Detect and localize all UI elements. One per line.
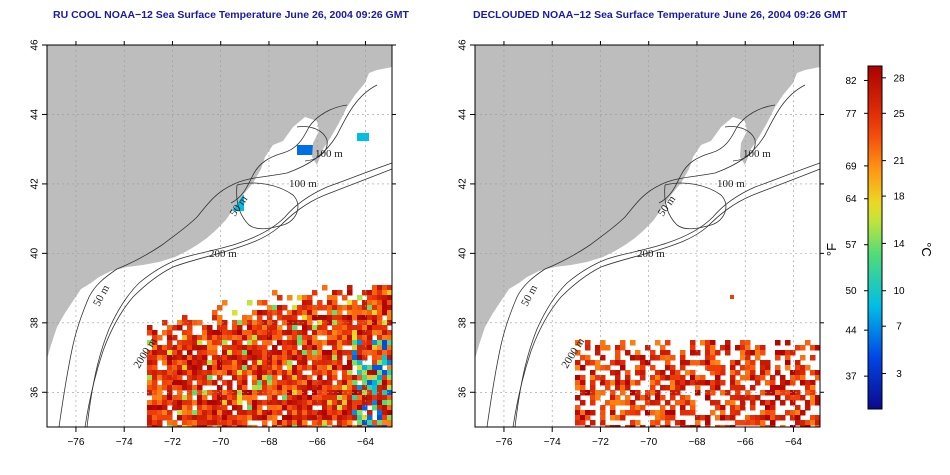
bathymetry-contour (514, 162, 821, 428)
bathymetry-contour (86, 162, 393, 428)
sst-imagery (485, 117, 820, 427)
x-tick-label: −66 (309, 437, 326, 448)
bathymetry-contour (58, 84, 378, 428)
x-tick-label: −64 (785, 437, 802, 448)
colorbar-label-c: 14 (893, 239, 905, 250)
colorbar-label-c: 10 (893, 286, 905, 297)
x-tick-label: −66 (737, 437, 754, 448)
colorbar-unit-celsius: °C (919, 242, 934, 257)
x-tick-label: −70 (640, 437, 657, 448)
x-tick-label: −68 (260, 437, 277, 448)
colorbar: 28 25 21 18 14 10 7 3 82 77 69 64 57 50 44 37 °F °C (824, 65, 934, 410)
sst-patch (707, 365, 721, 371)
x-tick-label: −68 (688, 437, 705, 448)
y-tick-label: 44 (30, 108, 41, 120)
y-tick-label: 36 (458, 386, 469, 398)
colorbar-label-c: 28 (893, 73, 905, 84)
x-tick-label: −72 (164, 437, 181, 448)
sst-imagery (57, 60, 392, 427)
land-mass (47, 45, 392, 359)
y-tick-label: 38 (458, 317, 469, 329)
colorbar-label-f: 77 (845, 109, 857, 120)
colorbar-label-c: 25 (893, 109, 905, 120)
contour-label: 100 m (717, 178, 745, 190)
contour-label: 100 m (289, 178, 317, 190)
bathymetry-contour (84, 168, 393, 428)
sst-patch (730, 295, 734, 299)
colorbar-gradient (867, 65, 883, 410)
x-tick-label: −74 (544, 437, 561, 448)
y-tick-label: 44 (458, 108, 469, 120)
map-frame (46, 44, 393, 428)
y-tick-label: 46 (30, 39, 41, 51)
contour-label: 200 m (637, 248, 665, 260)
y-tick-label: 42 (30, 178, 41, 190)
map-frame (474, 44, 821, 428)
colorbar-label-c: 3 (896, 369, 902, 380)
left-map-title: RU COOL NOAA−12 Sea Surface Temperature … (53, 9, 409, 21)
bathymetry-contour (230, 104, 348, 204)
y-tick-label: 46 (458, 39, 469, 51)
bathymetry-contour (486, 84, 806, 428)
colorbar-label-f: 57 (845, 240, 857, 251)
bathymetry-contour (658, 104, 776, 204)
x-tick-label: −70 (212, 437, 229, 448)
bathymetry-contour (236, 182, 299, 230)
right-map-title: DECLOUDED NOAA−12 Sea Surface Temperatur… (473, 9, 848, 21)
y-tick-label: 42 (458, 178, 469, 190)
sst-patch (357, 133, 369, 141)
bathymetry-contour (512, 168, 821, 428)
x-tick-label: −76 (67, 437, 84, 448)
colorbar-label-f: 37 (845, 372, 857, 383)
x-tick-label: −76 (495, 437, 512, 448)
colorbar-label-f: 50 (845, 286, 857, 297)
contour-label: 100 m (315, 148, 343, 160)
bathymetry-contour (724, 126, 756, 162)
colorbar-label-f: 44 (845, 326, 857, 337)
colorbar-label-c: 18 (893, 192, 905, 203)
contour-label: 200 m (209, 248, 237, 260)
bathymetry-contour (296, 126, 328, 162)
x-tick-label: −74 (116, 437, 133, 448)
y-tick-label: 36 (30, 386, 41, 398)
sst-patch (297, 145, 315, 155)
colorbar-label-f: 82 (845, 76, 857, 87)
colorbar-label-c: 7 (896, 322, 902, 333)
colorbar-label-c: 21 (893, 156, 905, 167)
bathymetry-contour (664, 182, 727, 230)
y-tick-label: 38 (30, 317, 41, 329)
x-tick-label: −72 (592, 437, 609, 448)
contour-label: 100 m (743, 148, 771, 160)
colorbar-label-f: 69 (845, 161, 857, 172)
y-tick-label: 40 (458, 247, 469, 259)
x-tick-label: −64 (357, 437, 374, 448)
colorbar-unit-fahrenheit: °F (824, 243, 839, 256)
y-tick-label: 40 (30, 247, 41, 259)
colorbar-label-f: 64 (845, 194, 857, 205)
land-mass (475, 45, 820, 359)
